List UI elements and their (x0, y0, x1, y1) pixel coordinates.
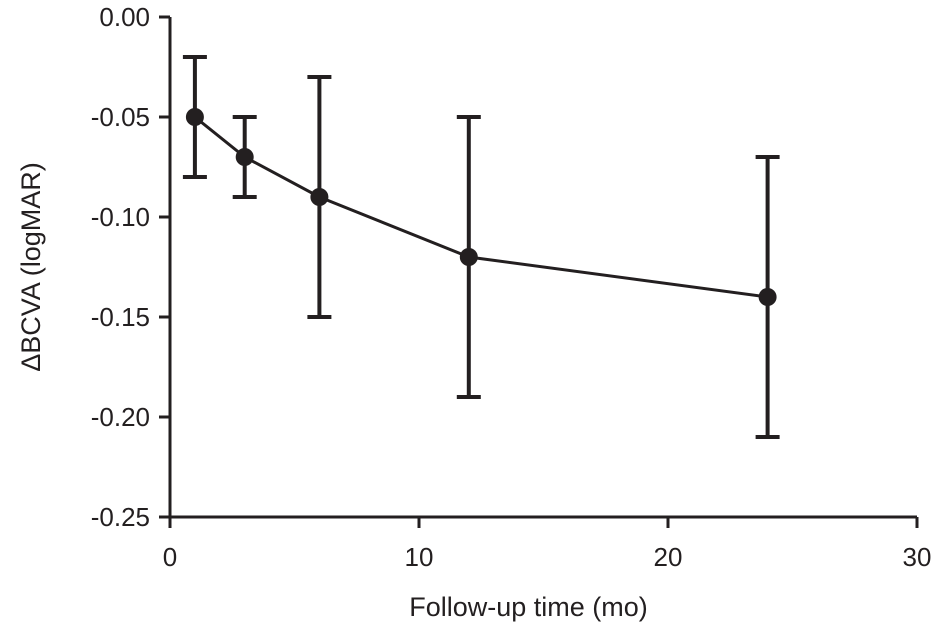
y-tick-label: -0.10 (91, 202, 150, 232)
y-tick-label: -0.15 (91, 302, 150, 332)
y-ticks: 0.00 -0.05 -0.10 -0.15 -0.20 -0.25 (91, 2, 170, 532)
data-point (310, 188, 329, 206)
x-axis-title: Follow-up time (mo) (409, 592, 648, 622)
data-point (185, 108, 204, 126)
data-point (235, 148, 254, 166)
series-line (193, 115, 768, 299)
x-tick-label: 10 (405, 542, 434, 572)
data-point (459, 248, 478, 266)
data-points (185, 108, 777, 306)
y-tick-label: -0.20 (91, 402, 150, 432)
error-bars (182, 55, 780, 439)
y-tick-label: -0.25 (91, 502, 150, 532)
y-tick-label: -0.05 (91, 102, 150, 132)
x-tick-label: 30 (903, 542, 932, 572)
x-ticks: 0 10 20 30 (163, 517, 932, 572)
y-tick-label: 0.00 (99, 2, 150, 32)
x-tick-label: 20 (654, 542, 683, 572)
axes (168, 17, 917, 519)
y-axis-title: ΔBCVA (logMAR) (16, 162, 46, 372)
data-point (758, 288, 777, 306)
x-tick-label: 0 (163, 542, 177, 572)
